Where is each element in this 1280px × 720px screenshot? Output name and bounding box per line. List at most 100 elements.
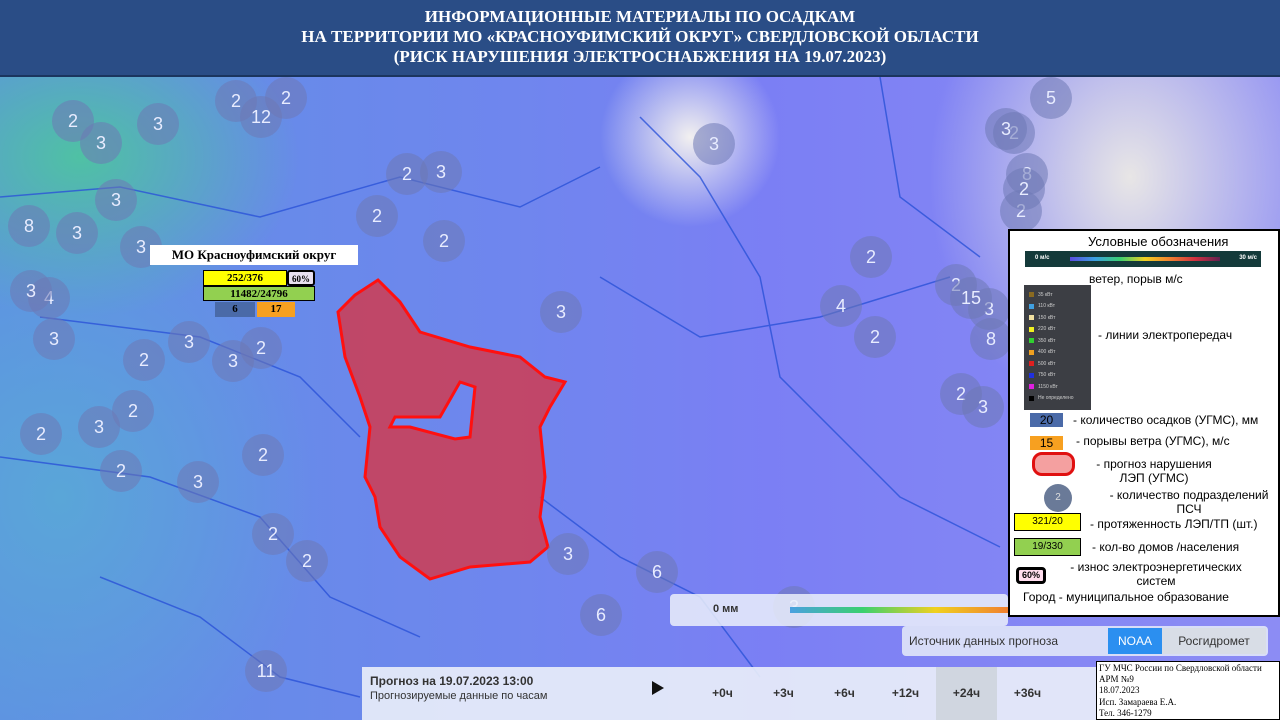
psch-cluster[interactable]: 4	[820, 285, 862, 327]
forecast-source-panel: Источник данных прогноза NOAA Росгидроме…	[902, 626, 1268, 656]
psch-cluster[interactable]: 3	[168, 321, 210, 363]
psch-cluster[interactable]: 2	[423, 220, 465, 262]
lep-item-label: 110 кВт	[1038, 303, 1056, 310]
psch-cluster[interactable]: 3	[693, 123, 735, 165]
precipitation-value: 6	[215, 302, 255, 317]
psch-cluster[interactable]: 2	[242, 434, 284, 476]
psch-cluster[interactable]: 8	[8, 205, 50, 247]
precip-sample: 20	[1030, 413, 1063, 427]
psch-cluster[interactable]: 6	[580, 594, 622, 636]
title-line-2: НА ТЕРРИТОРИИ МО «КРАСНОУФИМСКИЙ ОКРУГ» …	[301, 27, 979, 46]
lep-legend-item: 1150 кВт	[1029, 381, 1086, 393]
source-rosgidromet-button[interactable]: Росгидромет	[1162, 628, 1266, 654]
houses-sample: 19/330	[1014, 538, 1081, 556]
precip-label: - количество осадков (УГМС), мм	[1073, 413, 1259, 427]
risk-zone-polygon[interactable]	[336, 278, 568, 581]
legend-title: Условные обозначения	[1088, 234, 1229, 249]
forecast-step-button[interactable]: +36ч	[1013, 686, 1042, 700]
source-noaa-button[interactable]: NOAA	[1108, 628, 1162, 654]
risk-label: - прогноз нарушения ЛЭП (УГМС)	[1096, 457, 1212, 485]
footer-date: 18.07.2023	[1099, 685, 1140, 696]
lep-color-swatch	[1029, 326, 1034, 332]
psch-cluster[interactable]: 2	[1003, 168, 1045, 210]
psch-cluster[interactable]: 2	[286, 540, 328, 582]
psch-cluster[interactable]: 3	[962, 386, 1004, 428]
footer-arm: АРМ №9	[1099, 674, 1134, 685]
psch-cluster[interactable]: 3	[137, 103, 179, 145]
wear-badge: 60%	[287, 270, 315, 286]
psch-cluster[interactable]: 2	[850, 236, 892, 278]
lep-legend-item: 350 кВт	[1029, 335, 1086, 347]
lep-color-swatch	[1029, 349, 1034, 355]
lep-color-swatch	[1029, 372, 1034, 378]
psch-cluster[interactable]: 3	[420, 151, 462, 193]
forecast-step-button[interactable]: +6ч	[834, 686, 855, 700]
precip-scale-min: 0 мм	[713, 603, 739, 615]
lep-legend-item: 220 кВт	[1029, 324, 1086, 336]
lines-sample: 321/20	[1014, 513, 1081, 531]
psch-cluster[interactable]: 5	[1030, 77, 1072, 119]
forecast-step-button[interactable]: +24ч	[936, 667, 997, 720]
lep-legend-item: 110 кВт	[1029, 301, 1086, 313]
psch-cluster[interactable]: 2	[854, 316, 896, 358]
forecast-steps: +0ч +3ч +6ч +12ч +24ч +36ч	[692, 667, 1058, 720]
lep-item-label: 1150 кВт	[1038, 383, 1058, 390]
psch-cluster[interactable]: 3	[78, 406, 120, 448]
lep-legend-item: Не определено	[1029, 393, 1086, 405]
lep-color-swatch	[1029, 395, 1034, 401]
lep-legend: 35 кВт 110 кВт 150 кВт 220 кВт 350 кВт 400 кВ…	[1024, 285, 1091, 410]
forecast-step-button[interactable]: +0ч	[712, 686, 733, 700]
psch-cluster[interactable]: 3	[33, 318, 75, 360]
play-button[interactable]	[652, 681, 664, 695]
psch-cluster[interactable]: 3	[540, 291, 582, 333]
psch-cluster[interactable]: 11	[245, 650, 287, 692]
wind-max: 30 м/с	[1239, 255, 1257, 261]
forecast-step-button[interactable]: +3ч	[773, 686, 794, 700]
psch-cluster[interactable]: 3	[985, 108, 1027, 150]
lep-item-label: Не определено	[1038, 395, 1074, 402]
psch-cluster[interactable]: 2	[240, 327, 282, 369]
psch-cluster[interactable]: 2	[100, 450, 142, 492]
psch-cluster[interactable]: 8	[970, 318, 1012, 360]
psch-cluster[interactable]: 2	[265, 77, 307, 119]
footer-phone: Тел. 346-1279	[1099, 707, 1152, 718]
risk-sample-icon	[1032, 452, 1075, 476]
title-line-1: ИНФОРМАЦИОННЫЕ МАТЕРИАЛЫ ПО ОСАДКАМ	[424, 7, 856, 26]
psch-cluster[interactable]: 2	[52, 100, 94, 142]
psch-cluster[interactable]: 3	[95, 179, 137, 221]
houses-population-value: 11482/24796	[203, 286, 315, 301]
forecast-step-button[interactable]: +12ч	[891, 686, 920, 700]
lep-item-label: 220 кВт	[1038, 326, 1056, 333]
psch-cluster[interactable]: 3	[547, 533, 589, 575]
lep-color-swatch	[1029, 292, 1034, 298]
wind-gradient	[1070, 257, 1220, 261]
gust-sample: 15	[1030, 436, 1063, 450]
lep-item-label: 750 кВт	[1038, 372, 1056, 379]
gust-label: - порывы ветра (УГМС), м/с	[1076, 434, 1230, 448]
forecast-timeline: Прогноз на 19.07.2023 13:00 Прогнозируем…	[362, 667, 1098, 720]
precip-scale-bar	[790, 607, 1008, 613]
psch-label: - количество подразделений ПСЧ	[1109, 488, 1269, 516]
lep-color-swatch	[1029, 303, 1034, 309]
lines-tp-value: 252/376	[203, 270, 287, 286]
lep-item-label: 35 кВт	[1038, 291, 1053, 298]
psch-cluster[interactable]: 2	[123, 339, 165, 381]
lep-item-label: 350 кВт	[1038, 337, 1056, 344]
psch-cluster[interactable]: 3	[177, 461, 219, 503]
psch-cluster[interactable]: 2	[356, 195, 398, 237]
wind-scale: 0 м/с 30 м/с	[1025, 251, 1261, 267]
lep-legend-item: 35 кВт	[1029, 289, 1086, 301]
city-label: Город - муниципальное образование	[1023, 590, 1229, 604]
lep-label: - линии электропередач	[1098, 328, 1233, 342]
wear-sample: 60%	[1016, 567, 1046, 584]
lep-legend-item: 500 кВт	[1029, 358, 1086, 370]
forecast-subtitle: Прогнозируемые данные по часам	[370, 690, 548, 702]
psch-cluster[interactable]: 3	[10, 270, 52, 312]
psch-cluster[interactable]: 3	[80, 122, 122, 164]
psch-cluster[interactable]: 2	[252, 513, 294, 555]
footer-org: ГУ МЧС России по Свердловской области	[1099, 663, 1262, 673]
psch-cluster[interactable]: 6	[636, 551, 678, 593]
psch-cluster[interactable]: 15	[950, 277, 992, 319]
psch-cluster[interactable]: 3	[56, 212, 98, 254]
psch-cluster[interactable]: 2	[20, 413, 62, 455]
